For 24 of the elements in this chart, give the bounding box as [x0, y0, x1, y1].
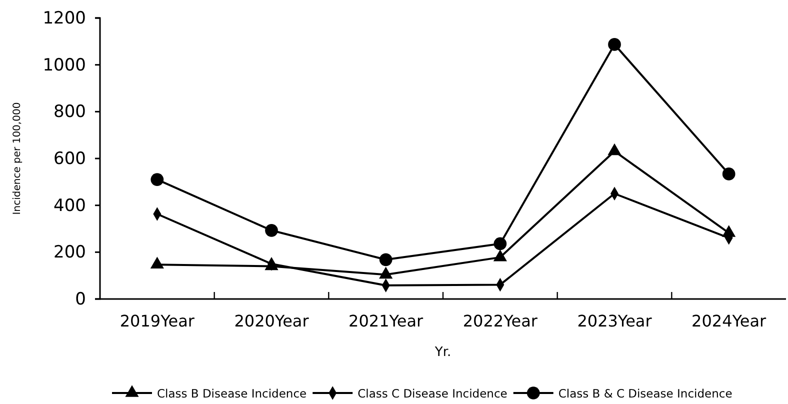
x-axis-title: Yr.: [434, 345, 452, 360]
x-tick-label: 2024Year: [692, 311, 767, 330]
x-tick-label: 2019Year: [120, 311, 195, 330]
y-tick-label: 600: [54, 148, 86, 169]
point: [722, 168, 736, 180]
point: [494, 237, 507, 250]
x-tick-label: 2020Year: [234, 311, 310, 330]
x-tick-label: 2023Year: [577, 311, 652, 330]
y-tick-label: 1200: [42, 8, 86, 28]
legend-label: Class B Disease Incidence: [157, 386, 307, 400]
y-tick-label: 800: [54, 102, 86, 122]
point: [265, 224, 278, 237]
legend-label: Class C Disease Incidence: [358, 386, 508, 400]
y-tick-label: 1000: [42, 55, 86, 76]
x-tick-label: 2021Year: [348, 311, 424, 330]
x-tick-label: 2022Year: [462, 311, 538, 330]
point: [379, 253, 392, 266]
y-axis-title: Incidence per 100,000: [12, 102, 23, 215]
point: [608, 38, 621, 51]
y-tick-label: 200: [54, 242, 86, 263]
point: [150, 173, 164, 186]
legend-label: Class B & C Disease Incidence: [558, 386, 732, 400]
y-tick-label: 0: [75, 289, 86, 310]
y-tick-label: 400: [54, 196, 86, 216]
